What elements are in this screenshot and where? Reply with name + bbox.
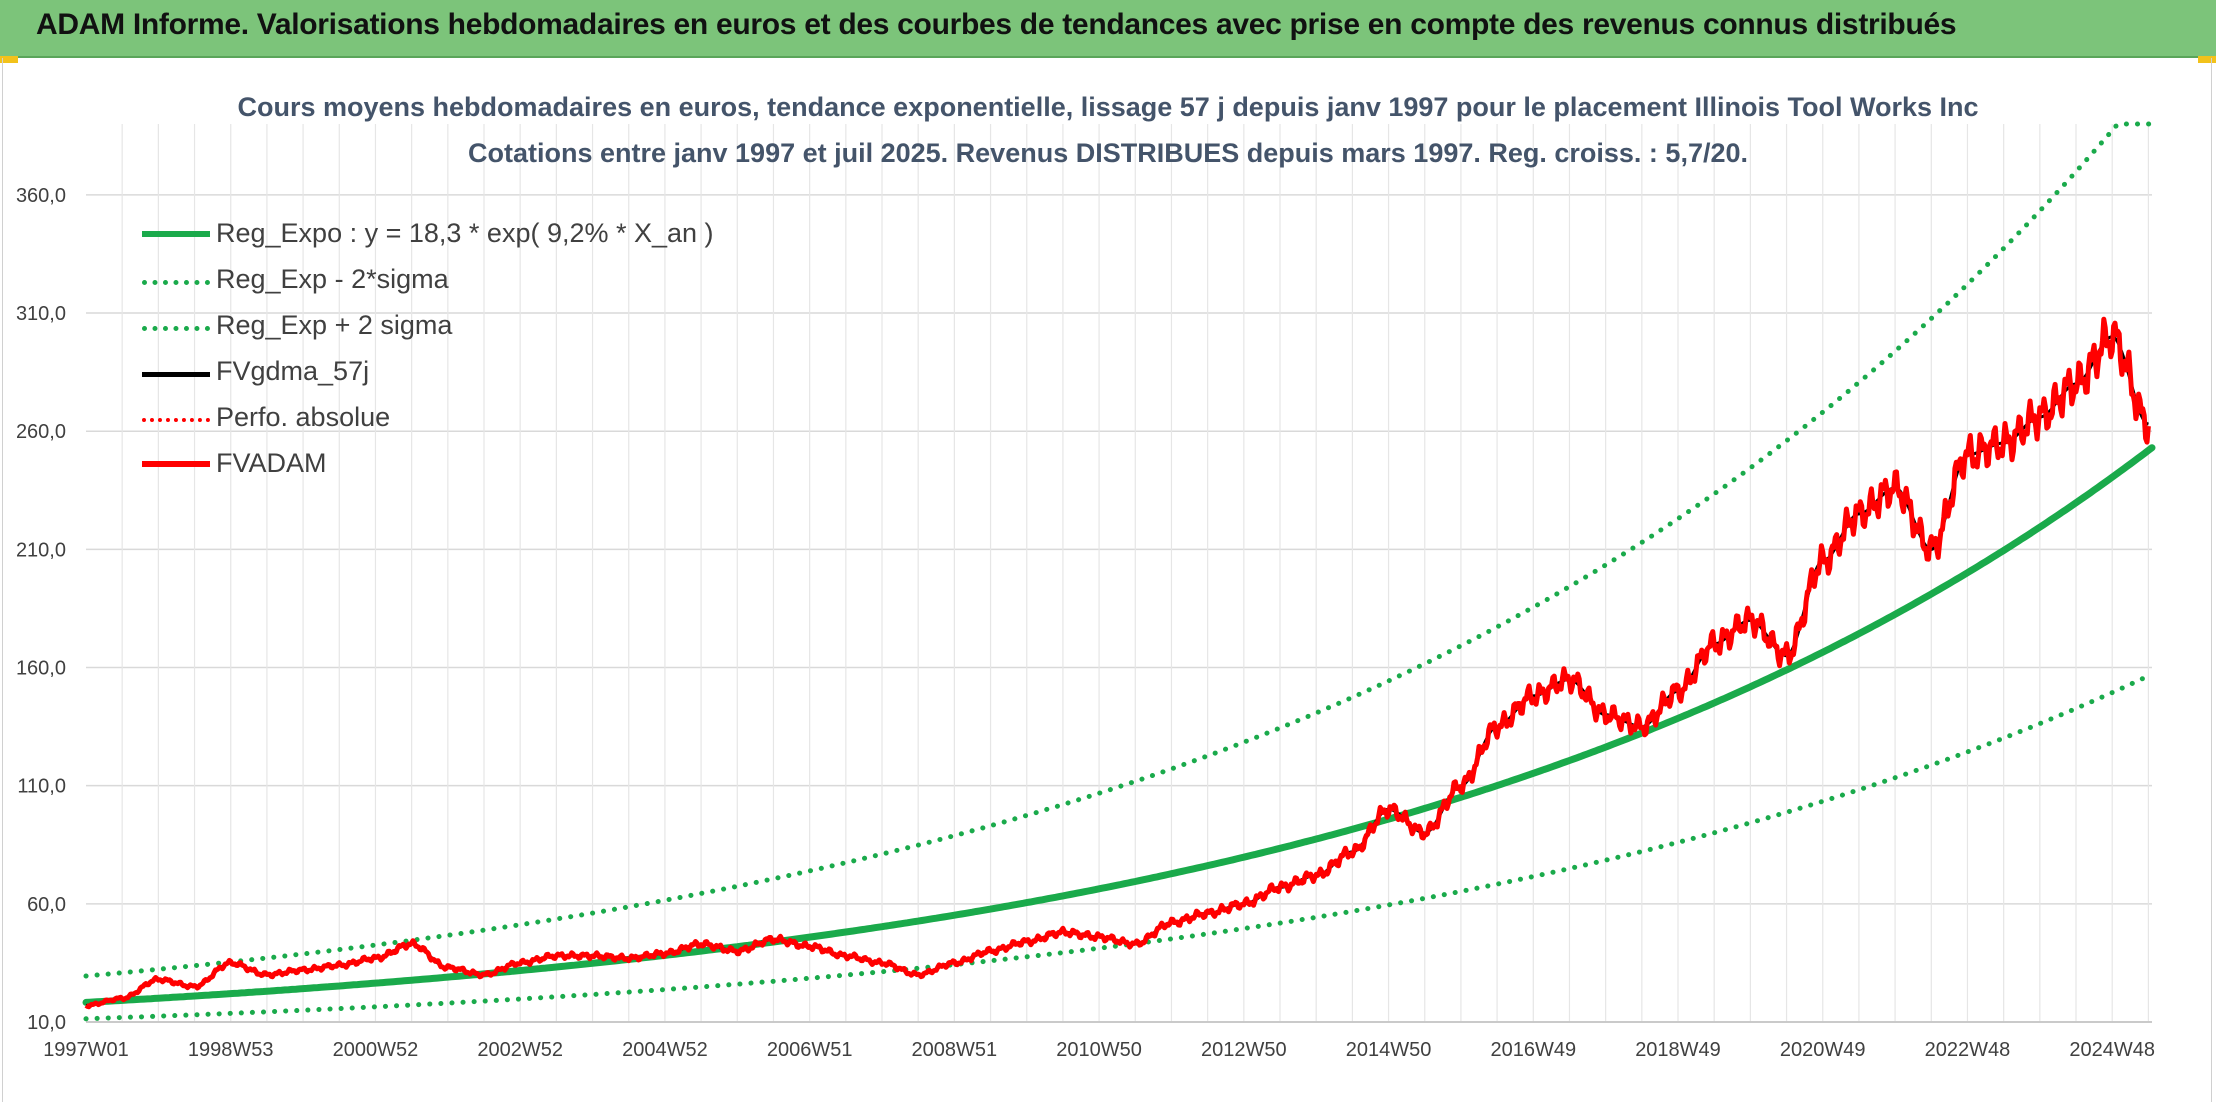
y-tick-label: 110,0: [17, 776, 66, 798]
report-banner: ADAM Informe. Valorisations hebdomadaire…: [0, 0, 2216, 58]
legend-swatch-perfo-absolue: [142, 418, 210, 422]
y-tick-label: 310,0: [16, 303, 66, 325]
legend-swatch-reg-exp-plus: [142, 326, 210, 331]
legend-swatch-fvgdma: [142, 372, 210, 377]
legend-label-fvgdma: FVgdma_57j: [216, 356, 370, 386]
legend-label-reg-expo: Reg_Expo : y = 18,3 * exp( 9,2% * X_an ): [216, 218, 714, 248]
x-tick-label: 2002W52: [477, 1039, 563, 1061]
series-fvadam: [84, 316, 2151, 1010]
x-tick-label: 2012W50: [1201, 1039, 1287, 1061]
y-tick-label: 60,0: [27, 894, 66, 916]
banner-corner-right: [2198, 56, 2216, 63]
x-tick-label: 2000W52: [333, 1039, 419, 1061]
chart-title: Cours moyens hebdomadaires en euros, ten…: [237, 92, 1979, 122]
y-tick-label: 160,0: [16, 658, 66, 680]
x-axis: 1997W01 1998W53 2000W52 2002W52 2004W52 2006W…: [43, 1021, 2155, 1061]
x-tick-label: 2016W49: [1490, 1039, 1576, 1061]
x-tick-label: 2022W48: [1925, 1039, 2011, 1061]
legend-swatch-fvadam: [142, 461, 210, 467]
series-reg-exp-minus-2sigma: [83, 671, 2155, 1022]
report-title: ADAM Informe. Valorisations hebdomadaire…: [36, 8, 1957, 41]
x-tick-label: 2004W52: [622, 1039, 708, 1061]
banner-corner-left: [0, 56, 18, 63]
series-reg-exp-plus-2sigma: [83, 121, 2155, 979]
y-tick-label: 260,0: [16, 421, 66, 443]
chart-frame: [2, 58, 2212, 1102]
x-tick-label: 2008W51: [912, 1039, 998, 1061]
x-tick-label: 2010W50: [1056, 1039, 1142, 1061]
x-tick-label: 2018W49: [1635, 1039, 1721, 1061]
legend-label-fvadam: FVADAM: [216, 448, 327, 478]
chart-subtitle: Cotations entre janv 1997 et juil 2025. …: [467, 138, 1748, 168]
legend-label-reg-exp-plus: Reg_Exp + 2 sigma: [216, 310, 453, 340]
x-tick-label: 2014W50: [1346, 1039, 1432, 1061]
legend-label-reg-exp-minus: Reg_Exp - 2*sigma: [216, 264, 449, 294]
y-tick-label: 10,0: [27, 1012, 66, 1034]
y-axis: 10,0 60,0 110,0 160,0 210,0 260,0 310,0 360,0: [16, 185, 66, 1034]
y-tick-label: 210,0: [16, 539, 66, 561]
x-tick-label: 2020W49: [1780, 1039, 1866, 1061]
x-tick-label: 2006W51: [767, 1039, 853, 1061]
series-reg-expo: [82, 444, 2156, 1006]
series-fvgdma-57j: [85, 335, 2149, 1007]
legend-label-perfo-absolue: Perfo. absolue: [216, 402, 391, 432]
legend-swatch-reg-expo: [142, 231, 210, 237]
chart-series: [82, 121, 2156, 1022]
x-tick-label: 1998W53: [188, 1039, 274, 1061]
x-tick-label: 2024W48: [2069, 1039, 2155, 1061]
legend-swatch-reg-exp-minus: [142, 280, 210, 285]
y-tick-label: 360,0: [16, 185, 66, 207]
x-tick-label: 1997W01: [43, 1039, 129, 1061]
